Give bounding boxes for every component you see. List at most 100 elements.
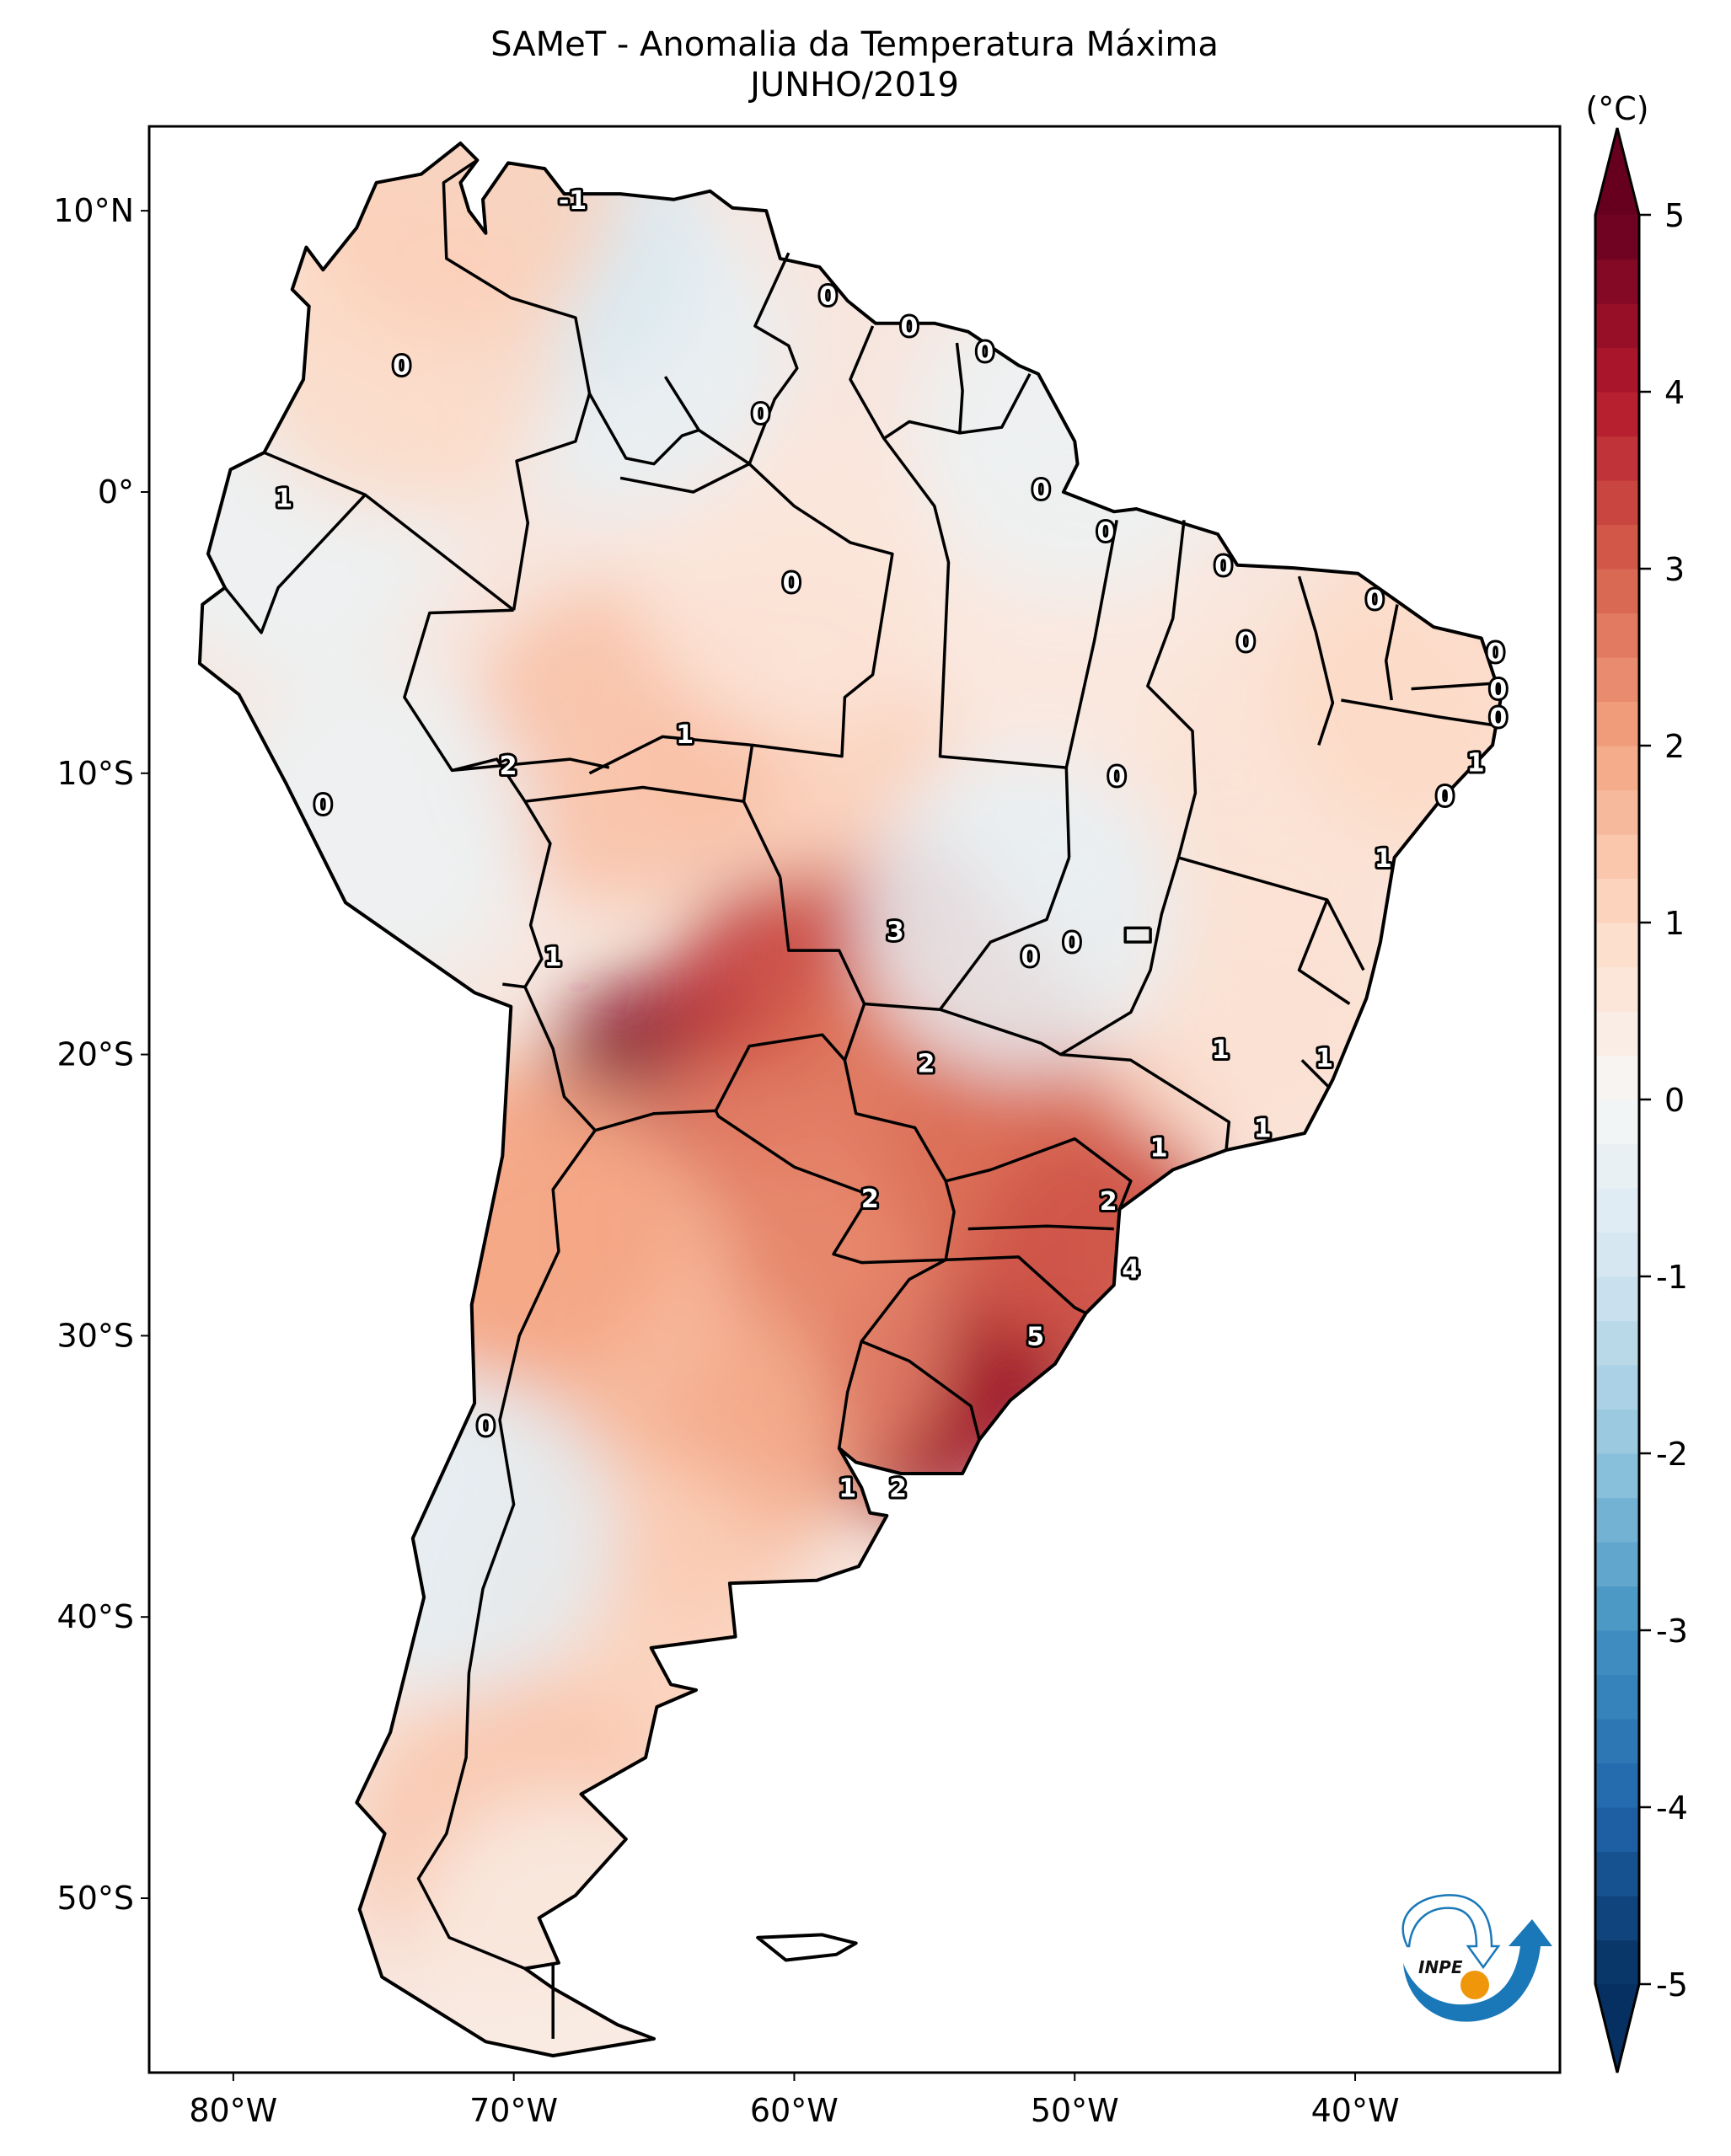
x-tick-label: 80°W [189, 2092, 277, 2129]
contour-label: 0 [1366, 586, 1384, 615]
contour-label: 0 [1487, 639, 1504, 668]
border-line [452, 757, 610, 773]
contour-label: 1 [1254, 1114, 1272, 1143]
logo-up-arrow-icon [1403, 1919, 1552, 2022]
y-axis-latitude: 10°N 0° 10°S 20°S 30°S 40°S 50°S [53, 192, 149, 1917]
colorbar-segment [1595, 878, 1639, 923]
colorbar-segment [1595, 392, 1639, 437]
y-tick-label: 40°S [57, 1598, 134, 1635]
colorbar-segment [1595, 1674, 1639, 1720]
colorbar-segment [1595, 966, 1639, 1012]
coastline [197, 142, 1503, 2057]
colorbar: (°C) 5 4 3 2 1 0 -1 -2 -3 -4 -5 [1585, 90, 1688, 2073]
colorbar-tick-label: -4 [1656, 1790, 1688, 1827]
border-line [939, 857, 1071, 1011]
colorbar-segment [1595, 657, 1639, 703]
x-axis-longitude: 80°W 70°W 60°W 50°W 40°W [189, 2073, 1400, 2129]
colorbar-segment [1595, 1586, 1639, 1631]
colorbar-tick-label: -5 [1656, 1966, 1688, 2004]
contour-label: 1 [1212, 1035, 1230, 1065]
border-line [1064, 519, 1118, 858]
border-line [1297, 575, 1335, 746]
colorbar-segment [1595, 1055, 1639, 1100]
x-tick-label: 50°W [1031, 2092, 1119, 2129]
border-line [967, 1224, 1114, 1231]
logo-text: INPE [1418, 1957, 1463, 1977]
contour-label: 3 [887, 918, 904, 947]
logo-curved-arrow-icon [1401, 1894, 1501, 1970]
colorbar-tick-label: 5 [1664, 197, 1685, 234]
contour-label: 1 [544, 943, 562, 972]
colorbar-extend-min-arrow [1595, 1984, 1639, 2073]
border-line [587, 393, 699, 466]
colorbar-tick-label: -1 [1656, 1259, 1688, 1296]
logo-orange-dot-icon [1460, 1971, 1489, 1999]
border-line [860, 1340, 981, 1441]
border-line [1146, 520, 1198, 859]
border-line [946, 1255, 1087, 1315]
map-subtitle-date: JUNHO/2019 [750, 66, 959, 104]
colorbar-segment [1595, 1939, 1639, 1985]
colorbar-segment [1595, 746, 1639, 791]
contour-label: 1 [1150, 1134, 1168, 1164]
contour-label: 1 [1316, 1044, 1333, 1073]
contour-label: 0 [1436, 783, 1454, 812]
contour-label: 0 [1489, 676, 1507, 705]
contour-label: 1 [1375, 844, 1392, 874]
border-line [223, 494, 367, 634]
border-line [663, 252, 799, 466]
border-line [442, 158, 592, 611]
colorbar-tick-label: 0 [1664, 1082, 1685, 1119]
contour-label: 0 [1237, 628, 1255, 657]
map-title: SAMeT - Anomalia da Temperatura Máxima [490, 25, 1219, 64]
border-line [1411, 682, 1496, 691]
x-tick-label: 40°W [1311, 2092, 1400, 2129]
colorbar-segment [1595, 1232, 1639, 1277]
border-line [403, 608, 782, 879]
border-line [1300, 1059, 1332, 1089]
border-line [416, 1129, 597, 1971]
colorbar-segment [1595, 1719, 1639, 1764]
colorbar-segment [1595, 923, 1639, 968]
colorbar-segments [1595, 215, 1639, 1985]
colorbar-segment [1595, 701, 1639, 746]
contour-label: 1 [275, 484, 292, 514]
border-line [959, 372, 1032, 435]
y-tick-label: 0° [98, 473, 134, 511]
colorbar-tick-label: -2 [1656, 1436, 1688, 1473]
colorbar-segment [1595, 1320, 1639, 1366]
x-tick-label: 60°W [750, 2092, 839, 2129]
border-line [263, 451, 515, 612]
y-tick-label: 20°S [57, 1036, 134, 1073]
contour-label: 0 [1489, 704, 1507, 733]
contour-label: 2 [500, 752, 517, 781]
colorbar-segment [1595, 347, 1639, 393]
colorbar-segment [1595, 1542, 1639, 1587]
colorbar-segment [1595, 789, 1639, 835]
border-line [748, 463, 894, 758]
border-line [588, 735, 754, 802]
colorbar-segment [1595, 215, 1639, 260]
anomaly-sample-33 [297, 143, 619, 343]
colorbar-segment [1595, 1276, 1639, 1322]
contour-label: -1 [559, 186, 587, 216]
colorbar-segment [1595, 1497, 1639, 1543]
colorbar-segment [1595, 524, 1639, 570]
political-borders [223, 158, 1496, 2039]
y-tick-label: 50°S [57, 1880, 134, 1917]
colorbar-unit-label: (°C) [1585, 90, 1648, 127]
y-tick-label: 10°N [53, 192, 134, 229]
y-tick-label: 10°S [57, 755, 134, 792]
border-line [1384, 604, 1399, 701]
colorbar-segment [1595, 480, 1639, 526]
contour-label: 0 [900, 313, 918, 342]
contour-label: 0 [1063, 928, 1080, 958]
colorbar-tick-label: -3 [1656, 1613, 1688, 1650]
contour-label: 0 [819, 281, 837, 311]
colorbar-segment [1595, 1011, 1639, 1057]
colorbar-segment [1595, 436, 1639, 481]
inpe-logo: INPE [1401, 1894, 1552, 2022]
contour-label: 4 [1122, 1255, 1139, 1284]
colorbar-segment [1595, 834, 1639, 880]
